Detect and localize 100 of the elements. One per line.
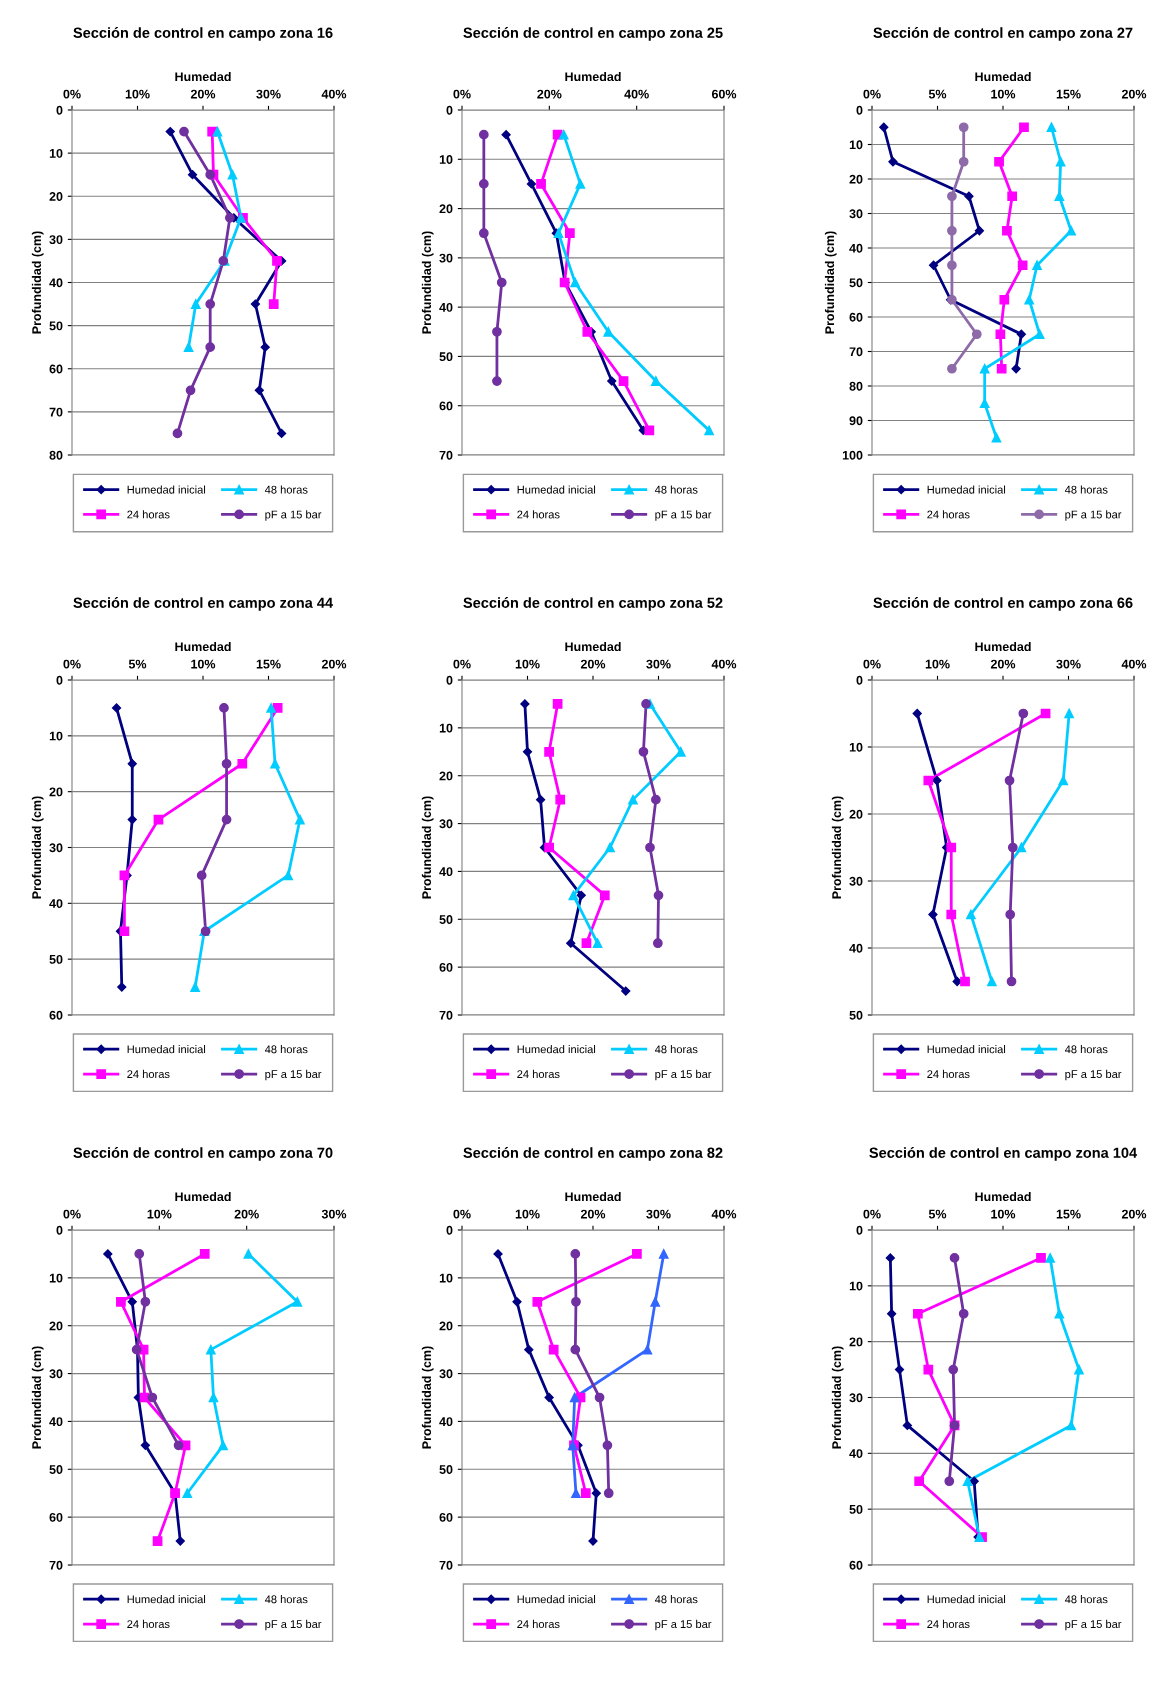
y-tick-label: 20 bbox=[49, 787, 63, 797]
x-tick-label: 40% bbox=[1121, 659, 1147, 669]
legend-label: Humedad inicial bbox=[927, 1595, 1006, 1604]
legend-label: Humedad inicial bbox=[127, 1595, 206, 1604]
y-tick-label: 0 bbox=[56, 675, 63, 685]
legend-label: 48 horas bbox=[264, 1595, 308, 1604]
y-axis-title: Profundidad (cm) bbox=[31, 1346, 44, 1449]
legend-label: 48 horas bbox=[1064, 485, 1108, 494]
y-tick-label: 20 bbox=[439, 1321, 453, 1331]
legend-label: 48 horas bbox=[264, 1045, 308, 1054]
x-tick-label: 0% bbox=[453, 1209, 471, 1219]
x-tick-label: 30% bbox=[256, 89, 281, 99]
y-axis-title: Profundidad (cm) bbox=[421, 231, 434, 334]
y-axis-title: Profundidad (cm) bbox=[831, 1346, 844, 1449]
legend-label: Humedad inicial bbox=[127, 1045, 206, 1054]
y-tick-label: 0 bbox=[56, 105, 63, 115]
x-axis-title: Humedad bbox=[565, 71, 621, 82]
x-tick-label: 30% bbox=[321, 1209, 347, 1219]
x-tick-label: 0% bbox=[63, 89, 81, 99]
y-tick-label: 10 bbox=[49, 148, 63, 158]
x-tick-label: 0% bbox=[63, 659, 81, 669]
y-tick-label: 0 bbox=[56, 1225, 63, 1235]
y-axis-title: Profundidad (cm) bbox=[421, 1346, 434, 1449]
chart-title: Sección de control en campo zona 104 bbox=[869, 1147, 1138, 1161]
x-tick-label: 10% bbox=[991, 1209, 1016, 1219]
y-tick-label: 0 bbox=[446, 105, 453, 115]
legend-label: Humedad inicial bbox=[927, 1045, 1006, 1054]
x-tick-label: 15% bbox=[256, 659, 281, 669]
y-axis-title: Profundidad (cm) bbox=[31, 796, 44, 899]
y-tick-label: 40 bbox=[439, 302, 453, 312]
x-axis-title: Humedad bbox=[175, 1191, 231, 1202]
legend-label: Humedad inicial bbox=[927, 485, 1006, 494]
x-tick-label: 10% bbox=[147, 1209, 172, 1219]
x-tick-label: 10% bbox=[515, 659, 540, 669]
y-tick-label: 40 bbox=[49, 278, 63, 288]
x-tick-label: 30% bbox=[646, 1209, 671, 1219]
y-tick-label: 10 bbox=[439, 723, 453, 733]
legend-label: 24 horas bbox=[927, 1069, 970, 1079]
y-tick-label: 30 bbox=[439, 819, 453, 829]
legend-label: 48 horas bbox=[654, 485, 698, 494]
y-tick-label: 10 bbox=[849, 742, 863, 752]
x-tick-label: 0% bbox=[63, 1209, 81, 1219]
x-tick-label: 0% bbox=[453, 89, 471, 99]
x-tick-label: 30% bbox=[1056, 659, 1081, 669]
y-tick-label: 60 bbox=[439, 401, 453, 411]
y-tick-label: 20 bbox=[849, 1337, 863, 1347]
y-tick-label: 60 bbox=[49, 1010, 63, 1020]
y-tick-label: 30 bbox=[849, 209, 863, 219]
y-tick-label: 50 bbox=[849, 278, 863, 288]
legend-label: pF a 15 bar bbox=[1065, 1069, 1122, 1081]
y-tick-label: 50 bbox=[49, 954, 63, 964]
legend-label: pF a 15 bar bbox=[655, 1619, 712, 1631]
y-tick-label: 20 bbox=[49, 1321, 63, 1331]
y-tick-label: 0 bbox=[446, 1225, 453, 1235]
x-tick-label: 5% bbox=[128, 659, 147, 669]
legend-label: 24 horas bbox=[517, 1069, 560, 1079]
y-tick-label: 10 bbox=[849, 140, 863, 150]
y-tick-label: 40 bbox=[439, 1417, 453, 1427]
y-tick-label: 80 bbox=[49, 450, 63, 460]
y-tick-label: 100 bbox=[842, 450, 863, 460]
legend-label: pF a 15 bar bbox=[265, 510, 322, 521]
legend-label: 48 horas bbox=[1064, 1595, 1108, 1604]
x-tick-label: 40% bbox=[624, 89, 649, 99]
y-axis-title: Profundidad (cm) bbox=[31, 231, 44, 334]
y-tick-label: 50 bbox=[49, 321, 63, 331]
y-axis-title: Profundidad (cm) bbox=[421, 796, 434, 899]
legend-label: pF a 15 bar bbox=[655, 1069, 712, 1081]
legend-label: 48 horas bbox=[264, 485, 308, 494]
legend-label: Humedad inicial bbox=[517, 1595, 596, 1604]
x-axis-title: Humedad bbox=[975, 71, 1031, 82]
legend-label: Humedad inicial bbox=[517, 485, 596, 494]
x-tick-label: 10% bbox=[125, 89, 150, 99]
legend-label: 48 horas bbox=[654, 1045, 698, 1054]
x-tick-label: 15% bbox=[1056, 1209, 1081, 1219]
y-tick-label: 60 bbox=[49, 364, 63, 374]
y-tick-label: 40 bbox=[439, 867, 453, 877]
legend-label: Humedad inicial bbox=[127, 485, 206, 494]
y-tick-label: 70 bbox=[49, 1560, 63, 1570]
y-tick-label: 50 bbox=[439, 915, 453, 924]
x-tick-label: 10% bbox=[925, 659, 950, 669]
x-tick-label: 10% bbox=[991, 89, 1016, 99]
legend-label: pF a 15 bar bbox=[655, 510, 712, 521]
y-tick-label: 0 bbox=[856, 675, 863, 685]
x-tick-label: 20% bbox=[321, 659, 347, 669]
y-tick-label: 90 bbox=[849, 416, 863, 426]
y-tick-label: 70 bbox=[439, 450, 453, 460]
y-tick-label: 20 bbox=[849, 809, 863, 819]
chart-title: Sección de control en campo zona 44 bbox=[73, 597, 333, 611]
chart-title: Sección de control en campo zona 82 bbox=[463, 1147, 723, 1161]
y-tick-label: 60 bbox=[439, 1512, 453, 1522]
x-axis-title: Humedad bbox=[175, 641, 231, 652]
y-axis-title: Profundidad (cm) bbox=[831, 796, 844, 899]
x-tick-label: 40% bbox=[321, 89, 347, 99]
y-tick-label: 60 bbox=[49, 1512, 63, 1522]
y-tick-label: 30 bbox=[49, 1369, 63, 1379]
x-tick-label: 20% bbox=[537, 89, 562, 99]
chart-title: Sección de control en campo zona 52 bbox=[463, 597, 723, 611]
y-tick-label: 40 bbox=[49, 899, 63, 908]
y-tick-label: 30 bbox=[849, 1393, 863, 1403]
y-tick-label: 0 bbox=[856, 105, 863, 115]
